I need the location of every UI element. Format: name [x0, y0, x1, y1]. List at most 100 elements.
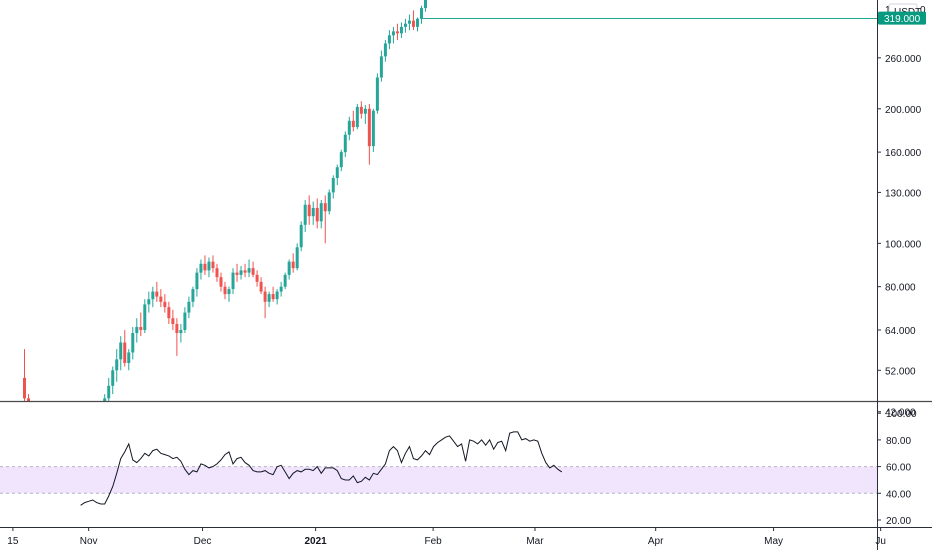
candle-body: [135, 326, 139, 334]
rsi-tick-label: 20.00: [886, 516, 911, 527]
candle-body: [223, 286, 227, 295]
time-tick-label: Nov: [80, 536, 98, 547]
candle-body: [87, 449, 90, 451]
price-axis-top-label-right: 0: [920, 5, 926, 16]
candle-body: [43, 431, 46, 436]
candle-body: [291, 261, 295, 269]
candle-body: [283, 274, 287, 287]
candle-body: [255, 274, 259, 282]
candle-body: [235, 272, 239, 275]
candle-body: [191, 289, 195, 302]
candle-body: [163, 301, 167, 308]
candle-body: [275, 291, 279, 300]
time-tick-label: Feb: [425, 536, 443, 547]
candle-body: [387, 35, 391, 44]
candle-body: [67, 442, 70, 445]
price-tick-label: 260.000: [885, 54, 922, 65]
candle-body: [379, 56, 383, 78]
candle-body: [63, 436, 66, 441]
candle-body: [263, 291, 267, 302]
candle-body: [59, 426, 62, 436]
price-tag-text: 319.000: [884, 14, 921, 25]
rsi-band: [0, 466, 877, 494]
candle-body: [267, 294, 271, 302]
candle-body: [424, 0, 427, 9]
price-tick-label: 64.000: [885, 326, 916, 337]
rsi-axis[interactable]: 100.00 80.00 60.00 40.00 20.00: [877, 409, 917, 527]
time-tick-label: Mar: [526, 536, 544, 547]
candle-body: [115, 359, 119, 371]
candle-body: [187, 301, 191, 313]
price-axis-top-label: 1: [885, 5, 891, 16]
candle-body: [295, 247, 299, 269]
candle-body: [79, 448, 82, 450]
candle-body: [207, 261, 211, 271]
candle-body: [71, 444, 74, 447]
time-tick-label: 15: [7, 536, 19, 547]
candle-body: [363, 108, 367, 114]
candle-body: [227, 289, 231, 295]
candle-body: [55, 416, 58, 426]
time-tick-label: Apr: [648, 536, 664, 547]
candle-body: [303, 204, 307, 225]
candle-body: [359, 106, 363, 114]
candle-body: [351, 120, 355, 128]
price-tags: 499.003426.88805:17:44319.000: [878, 11, 926, 25]
candle-body: [179, 329, 183, 334]
horizontal-level-lines: [421, 18, 877, 19]
candle-body: [151, 291, 155, 300]
rsi-tick-label: 100.00: [886, 409, 917, 420]
candle-body: [271, 294, 275, 300]
time-tick-label: 2021: [305, 536, 328, 547]
price-tick-label: 160.000: [885, 148, 922, 159]
candle-body: [211, 261, 215, 269]
candle-body: [399, 26, 403, 34]
candle-body: [35, 414, 38, 421]
candle-body: [183, 312, 187, 330]
candle-body: [203, 263, 207, 271]
candle-body: [99, 426, 102, 444]
price-axis[interactable]: 900.000700.000540.000400.000320.000260.0…: [877, 0, 922, 419]
rsi-tick-label: 40.00: [886, 489, 911, 500]
time-tick-label: May: [764, 536, 783, 547]
price-tick-label: 42.000: [885, 408, 916, 419]
candle-body: [107, 385, 111, 399]
candle-body: [231, 272, 235, 290]
candle-body: [307, 204, 311, 217]
candle-body: [319, 203, 323, 222]
candle-body: [383, 43, 387, 57]
candle-body: [31, 412, 34, 414]
candle-body: [411, 20, 415, 27]
candle-body: [127, 352, 131, 363]
candle-body: [47, 424, 50, 437]
candle-body: [347, 120, 351, 135]
candle-body: [419, 8, 423, 19]
candle-body: [331, 178, 335, 193]
candle-body: [299, 224, 303, 248]
candlestick-series: [23, 0, 427, 451]
candle-body: [219, 277, 223, 287]
candle-body: [143, 304, 147, 330]
candle-body: [239, 270, 243, 275]
candle-body: [343, 134, 347, 153]
candle-body: [415, 18, 419, 27]
price-tag[interactable]: [878, 11, 926, 25]
price-tick-label: 100.000: [885, 239, 922, 250]
candle-body: [103, 398, 107, 401]
price-tick-label: 130.000: [885, 188, 922, 199]
candle-body: [155, 291, 159, 297]
time-axis[interactable]: 15 Nov Dec 2021 Feb Mar Apr May Ju: [7, 527, 886, 547]
candle-body: [355, 106, 359, 128]
candle-body: [339, 152, 343, 168]
candle-body: [259, 281, 263, 292]
candle-body: [407, 20, 411, 24]
candle-body: [51, 416, 54, 423]
candle-body: [247, 268, 251, 273]
price-tick-label: 52.000: [885, 366, 916, 377]
candle-body: [251, 268, 255, 275]
candle-body: [199, 263, 203, 273]
candle-body: [315, 207, 319, 222]
candle-body: [243, 270, 247, 273]
candle-body: [371, 110, 375, 147]
